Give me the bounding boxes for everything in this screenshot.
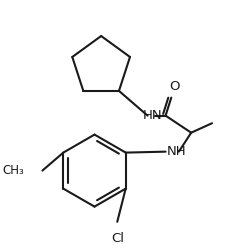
Text: NH: NH — [166, 145, 185, 158]
Text: O: O — [168, 80, 179, 93]
Text: Cl: Cl — [110, 232, 123, 245]
Text: CH₃: CH₃ — [3, 164, 24, 177]
Text: HN: HN — [142, 109, 162, 122]
